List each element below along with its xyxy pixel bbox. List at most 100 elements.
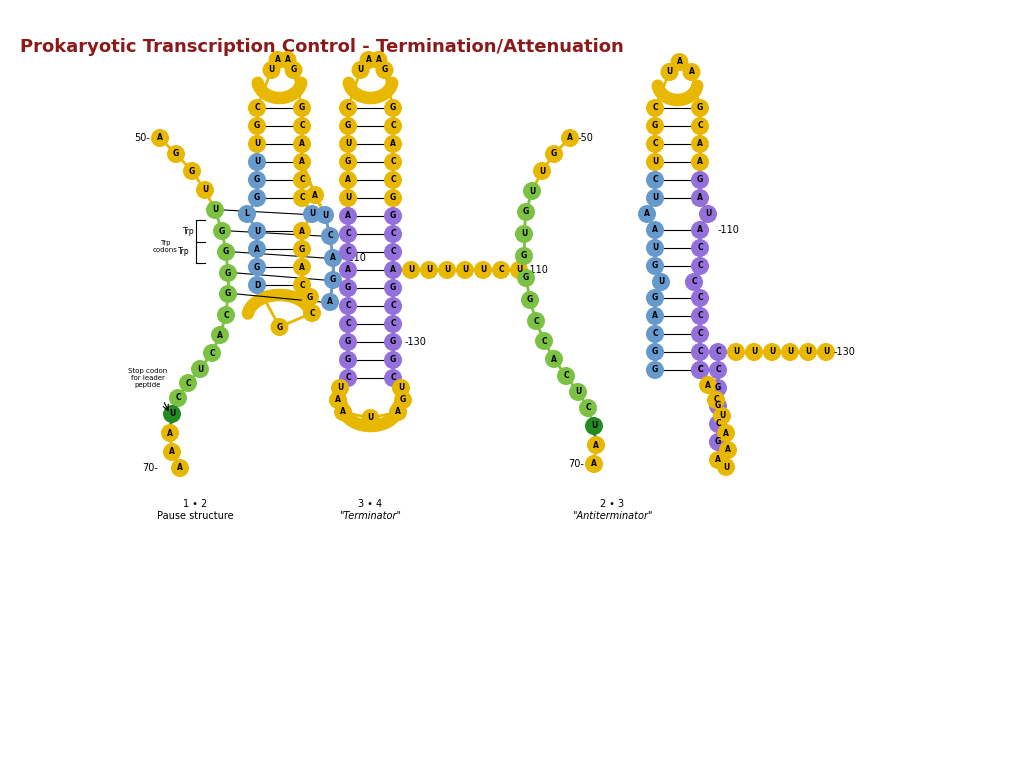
Circle shape bbox=[685, 273, 703, 291]
Circle shape bbox=[196, 181, 214, 199]
Text: G: G bbox=[345, 121, 351, 131]
Text: C: C bbox=[697, 366, 702, 375]
Circle shape bbox=[713, 407, 731, 425]
Text: A: A bbox=[217, 330, 223, 339]
Text: 70-: 70- bbox=[142, 463, 158, 473]
Circle shape bbox=[171, 459, 189, 477]
Text: C: C bbox=[691, 277, 696, 286]
Circle shape bbox=[334, 403, 352, 421]
Circle shape bbox=[691, 189, 709, 207]
Text: A: A bbox=[345, 266, 351, 274]
Circle shape bbox=[339, 243, 357, 261]
Text: U: U bbox=[368, 413, 374, 422]
Circle shape bbox=[339, 171, 357, 189]
Circle shape bbox=[719, 441, 737, 459]
Circle shape bbox=[646, 99, 664, 117]
Text: C: C bbox=[652, 176, 657, 184]
Text: G: G bbox=[652, 366, 658, 375]
Circle shape bbox=[203, 344, 221, 362]
Circle shape bbox=[303, 205, 321, 223]
Text: A: A bbox=[652, 312, 658, 320]
Text: C: C bbox=[715, 366, 721, 375]
Circle shape bbox=[339, 117, 357, 135]
Circle shape bbox=[351, 61, 370, 79]
Circle shape bbox=[339, 279, 357, 297]
Text: U: U bbox=[528, 187, 536, 196]
Text: C: C bbox=[713, 396, 719, 405]
Circle shape bbox=[163, 443, 181, 461]
Text: G: G bbox=[173, 150, 179, 158]
Circle shape bbox=[279, 51, 297, 69]
Text: G: G bbox=[254, 263, 260, 272]
Circle shape bbox=[384, 315, 402, 333]
Circle shape bbox=[213, 222, 231, 240]
Text: C: C bbox=[299, 121, 305, 131]
Circle shape bbox=[691, 257, 709, 275]
Text: C: C bbox=[697, 347, 702, 356]
Circle shape bbox=[709, 451, 727, 469]
Text: C: C bbox=[390, 302, 396, 310]
Circle shape bbox=[745, 343, 763, 361]
Circle shape bbox=[557, 367, 575, 385]
Circle shape bbox=[306, 186, 324, 204]
Text: G: G bbox=[400, 396, 407, 405]
Text: A: A bbox=[551, 355, 557, 363]
Circle shape bbox=[285, 61, 302, 79]
Text: C: C bbox=[345, 373, 351, 382]
Circle shape bbox=[384, 351, 402, 369]
Text: U: U bbox=[254, 140, 260, 148]
Text: G: G bbox=[652, 261, 658, 270]
Text: G: G bbox=[381, 65, 388, 74]
Text: C: C bbox=[345, 104, 351, 112]
Circle shape bbox=[585, 417, 603, 435]
Circle shape bbox=[384, 171, 402, 189]
Text: A: A bbox=[345, 211, 351, 220]
Circle shape bbox=[206, 201, 224, 219]
Text: A: A bbox=[327, 297, 333, 306]
Text: U: U bbox=[197, 365, 203, 373]
Circle shape bbox=[217, 306, 234, 324]
Text: C: C bbox=[697, 366, 702, 375]
Circle shape bbox=[268, 51, 287, 69]
Text: C: C bbox=[254, 104, 260, 112]
Text: U: U bbox=[516, 266, 522, 274]
Circle shape bbox=[646, 307, 664, 325]
Text: G: G bbox=[254, 176, 260, 184]
Circle shape bbox=[384, 207, 402, 225]
Text: A: A bbox=[390, 266, 396, 274]
Text: C: C bbox=[585, 403, 591, 412]
Circle shape bbox=[534, 162, 551, 180]
Circle shape bbox=[420, 261, 438, 279]
Text: C: C bbox=[697, 312, 702, 320]
Circle shape bbox=[707, 391, 725, 409]
Text: U: U bbox=[751, 347, 757, 356]
Text: G: G bbox=[715, 438, 721, 446]
Circle shape bbox=[709, 343, 727, 361]
Circle shape bbox=[763, 343, 781, 361]
Circle shape bbox=[293, 153, 311, 171]
Text: G: G bbox=[715, 402, 721, 411]
Circle shape bbox=[262, 61, 281, 79]
Text: C: C bbox=[328, 231, 333, 240]
Text: G: G bbox=[652, 347, 658, 356]
Text: A: A bbox=[335, 396, 341, 405]
Circle shape bbox=[691, 99, 709, 117]
Text: Trp: Trp bbox=[183, 227, 195, 236]
Circle shape bbox=[321, 227, 339, 245]
Text: U: U bbox=[462, 266, 468, 274]
Circle shape bbox=[691, 221, 709, 239]
Circle shape bbox=[646, 257, 664, 275]
Text: A: A bbox=[725, 445, 731, 455]
Text: G: G bbox=[299, 104, 305, 112]
Text: Stop codon
for leader
peptide: Stop codon for leader peptide bbox=[128, 368, 168, 388]
Text: G: G bbox=[527, 296, 534, 304]
Text: -110: -110 bbox=[718, 225, 740, 235]
Text: C: C bbox=[697, 293, 702, 303]
Circle shape bbox=[248, 153, 266, 171]
Text: G: G bbox=[345, 337, 351, 346]
Text: U: U bbox=[657, 277, 665, 286]
Circle shape bbox=[370, 51, 387, 69]
Circle shape bbox=[587, 436, 605, 454]
Text: U: U bbox=[733, 347, 739, 356]
Text: -130: -130 bbox=[834, 347, 856, 357]
